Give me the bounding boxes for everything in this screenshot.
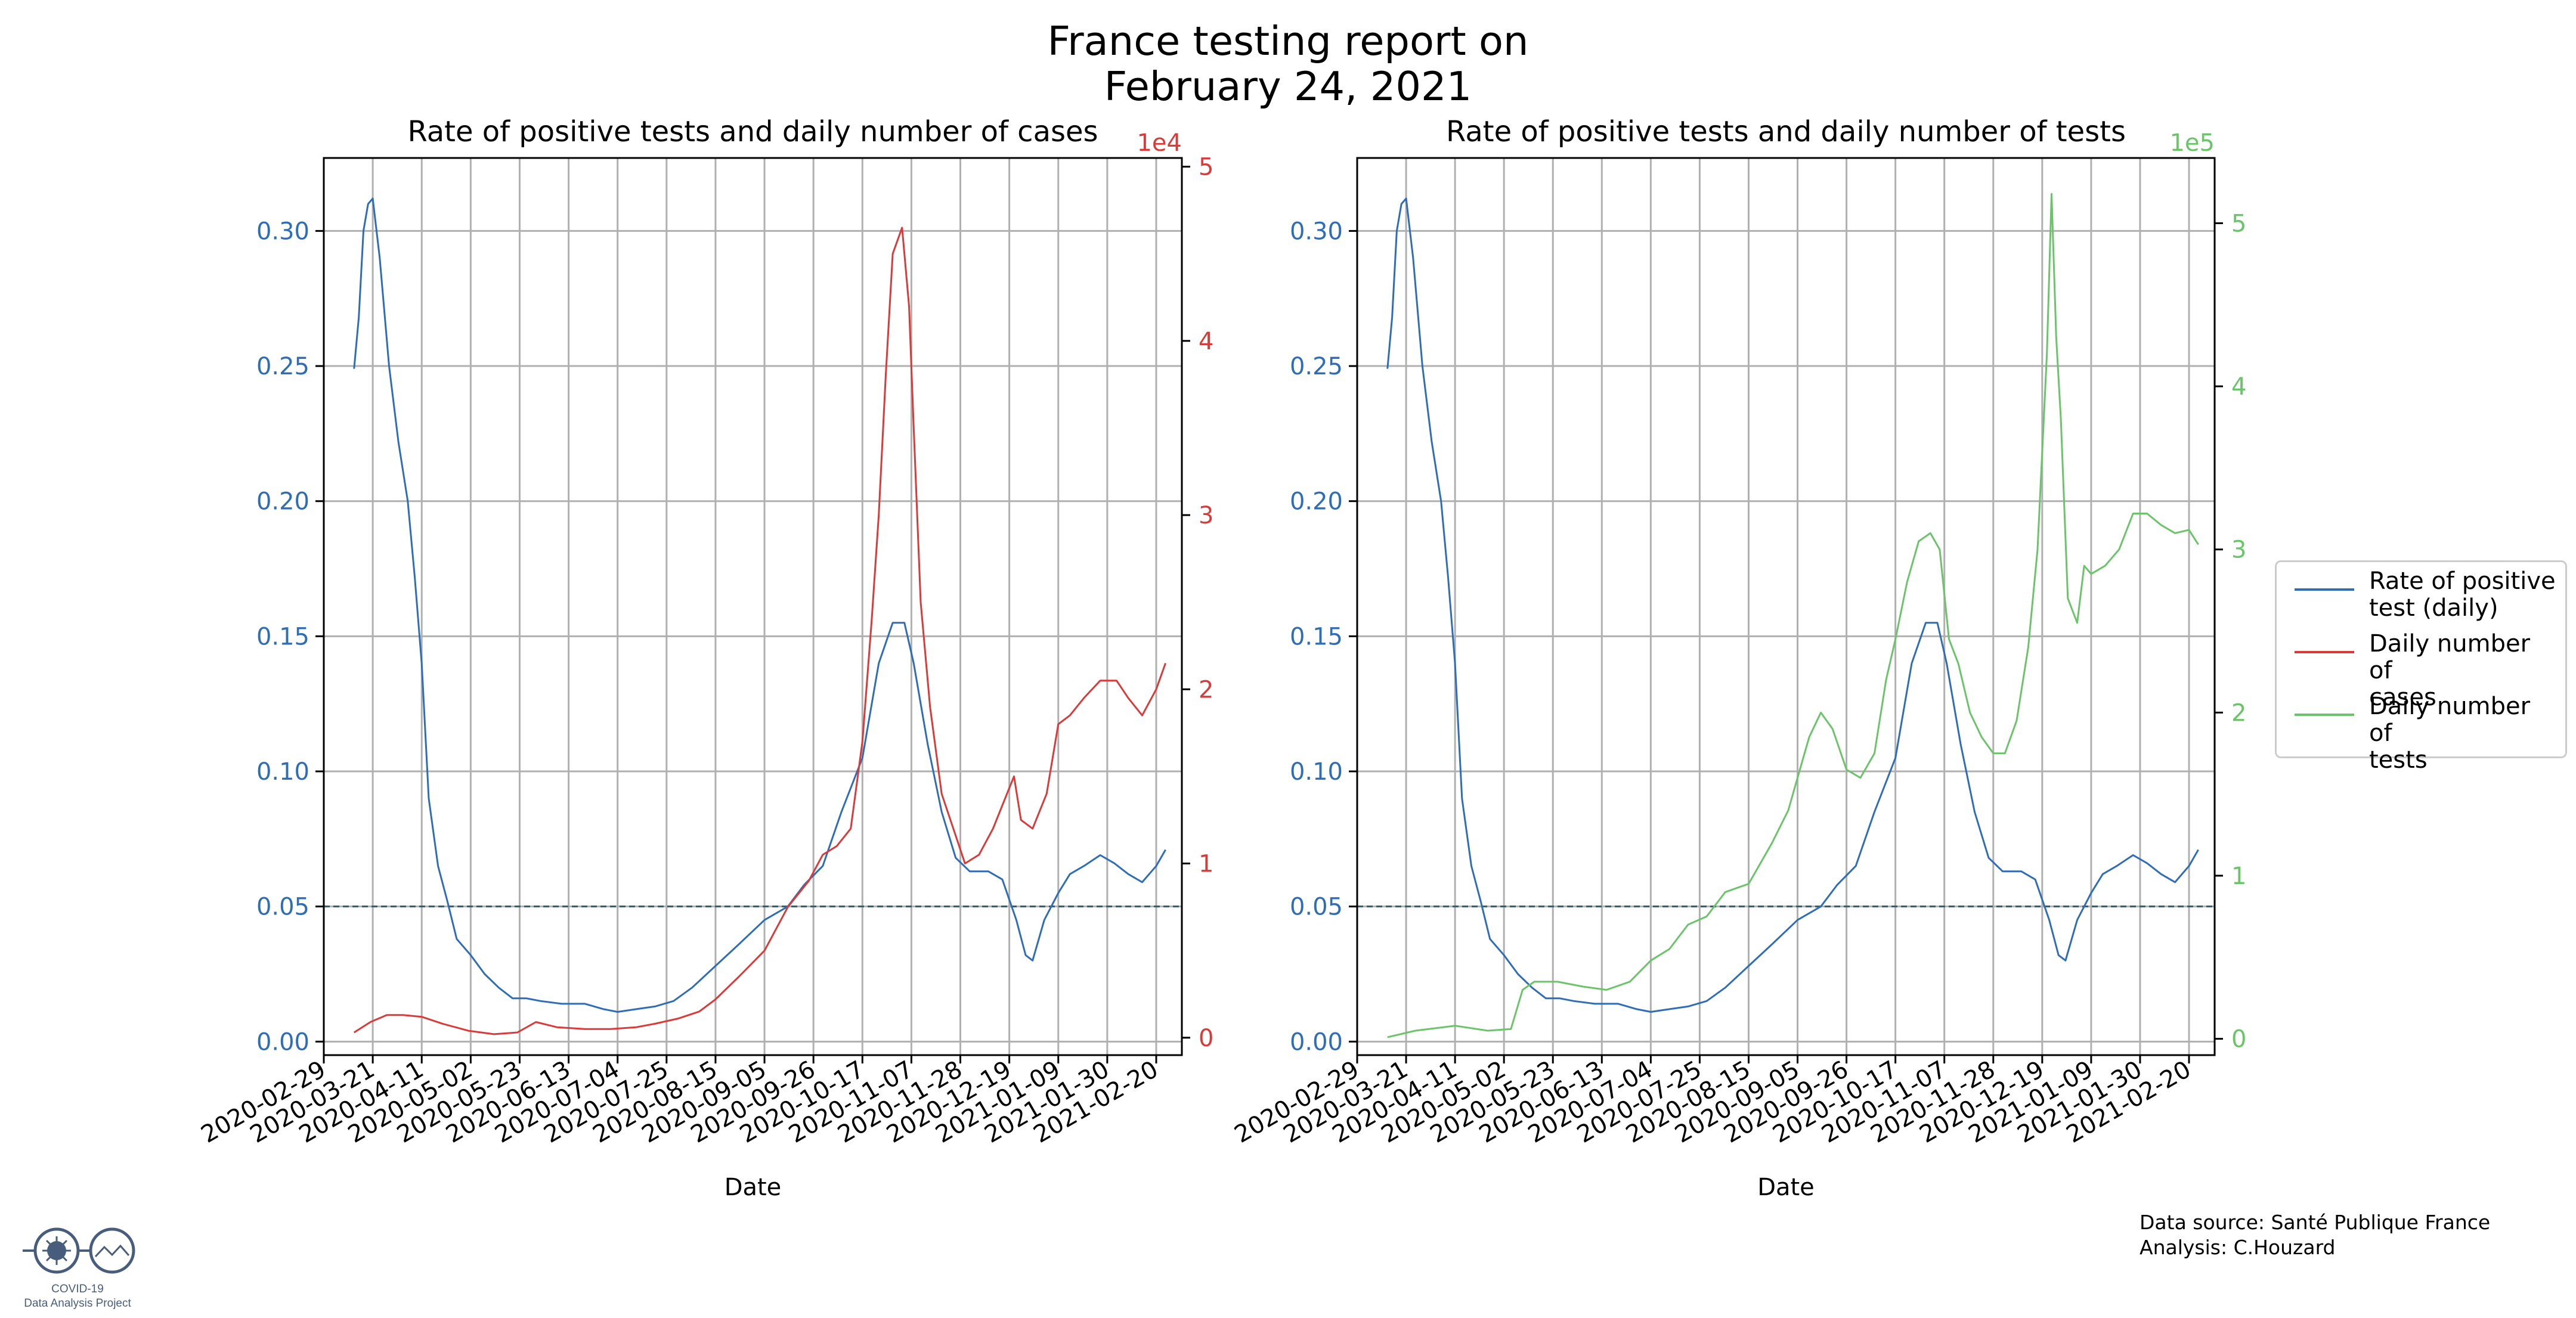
panel-1-y-right-offset-label: 1e4 [1137, 129, 1182, 157]
legend-item-rate: Rate of positive test (daily) [2295, 568, 2557, 628]
panel-1-y-right-tick-label: 3 [1199, 502, 1213, 529]
analysis-credit-text: Analysis: C.Houzard [2140, 1236, 2336, 1259]
panel-2-y-left-tick-label: 0.20 [1290, 488, 1343, 516]
panel-1-x-axis-label: Date [724, 1174, 782, 1201]
legend-swatch-tests [2295, 714, 2354, 716]
panel-2-y-left-tick-label: 0.00 [1290, 1028, 1343, 1056]
panel-1-title: Rate of positive tests and daily number … [407, 115, 1098, 148]
panel-2-rate-line [1386, 197, 2199, 1013]
legend-item-tests: Daily number of tests [2295, 693, 2557, 774]
virus-and-glasses-icon [23, 1227, 135, 1274]
panel-2-y-right-tick-label: 1 [2231, 863, 2246, 890]
panel-1-y-left-tick-label: 0.20 [256, 488, 309, 516]
data-source-text: Data source: Santé Publique France [2140, 1211, 2491, 1234]
panel-1-y-right-tick-label: 2 [1199, 676, 1213, 703]
legend-label-tests: Daily number of tests [2369, 693, 2531, 774]
panel-1-rate-line [353, 197, 1166, 1013]
panel-2-title: Rate of positive tests and daily number … [1446, 115, 2126, 148]
legend-label-rate: Rate of positive test (daily) [2369, 567, 2556, 622]
panel-2-y-right-tick-label: 0 [2231, 1026, 2246, 1053]
panel-2-y-left-tick-label: 0.30 [1290, 218, 1343, 245]
panel-2-y-right-tick-label: 5 [2231, 210, 2246, 237]
legend-label-cases: Daily number of cases [2369, 630, 2531, 711]
panel-1-y-right-tick-label: 0 [1199, 1025, 1213, 1052]
figure-title-line-1: France testing report on [1047, 18, 1529, 64]
panel-2-tests-line [1387, 193, 2199, 1038]
credits: Data source: Santé Publique France Analy… [2140, 1210, 2490, 1260]
panel-2-y-right-offset-label: 1e5 [2169, 129, 2215, 157]
panel-2-y-right-tick-label: 2 [2231, 699, 2246, 727]
panel-1-y-right-tick-label: 5 [1199, 154, 1213, 181]
legend-item-cases: Daily number of cases [2295, 631, 2557, 711]
panel-2-y-right-tick-label: 3 [2231, 536, 2246, 564]
logo-text-line-1: COVID-19 [51, 1283, 104, 1295]
panel-1-y-left-tick-label: 0.25 [256, 353, 309, 380]
panel-1-cases-line [353, 227, 1167, 1035]
panel-2: 2020-02-292020-03-212020-04-112020-05-02… [1230, 115, 2247, 1201]
panel-1-y-left-tick-label: 0.15 [256, 623, 309, 650]
legend-swatch-rate [2295, 588, 2354, 591]
panel-1-y-right-tick-label: 4 [1199, 328, 1213, 355]
logo: COVID-19 Data Analysis Project [18, 1222, 137, 1311]
panel-2-y-left-tick-label: 0.15 [1290, 623, 1343, 650]
panel-2-y-left-tick-label: 0.10 [1290, 758, 1343, 786]
panel-2-y-left-tick-label: 0.25 [1290, 353, 1343, 380]
panel-1-y-left-tick-label: 0.30 [256, 218, 309, 245]
panel-1-frame [323, 157, 1183, 1056]
logo-text-line-2: Data Analysis Project [24, 1297, 131, 1310]
legend: Rate of positive test (daily) Daily numbe… [2275, 560, 2567, 774]
panel-1-y-left-tick-label: 0.10 [256, 758, 309, 786]
panel-2-y-left-tick-label: 0.05 [1290, 894, 1343, 921]
panel-2-x-axis-label: Date [1757, 1174, 1815, 1201]
panel-1: 2020-02-292020-03-212020-04-112020-05-02… [197, 115, 1214, 1201]
panel-2-y-right-tick-label: 4 [2231, 373, 2246, 401]
figure-title-line-2: February 24, 2021 [1104, 63, 1472, 110]
panel-1-y-left-tick-label: 0.00 [256, 1028, 309, 1056]
legend-swatch-cases [2295, 651, 2354, 653]
panel-1-y-right-tick-label: 1 [1199, 851, 1213, 878]
panel-2-frame [1356, 157, 2216, 1056]
panel-1-y-left-tick-label: 0.05 [256, 894, 309, 921]
